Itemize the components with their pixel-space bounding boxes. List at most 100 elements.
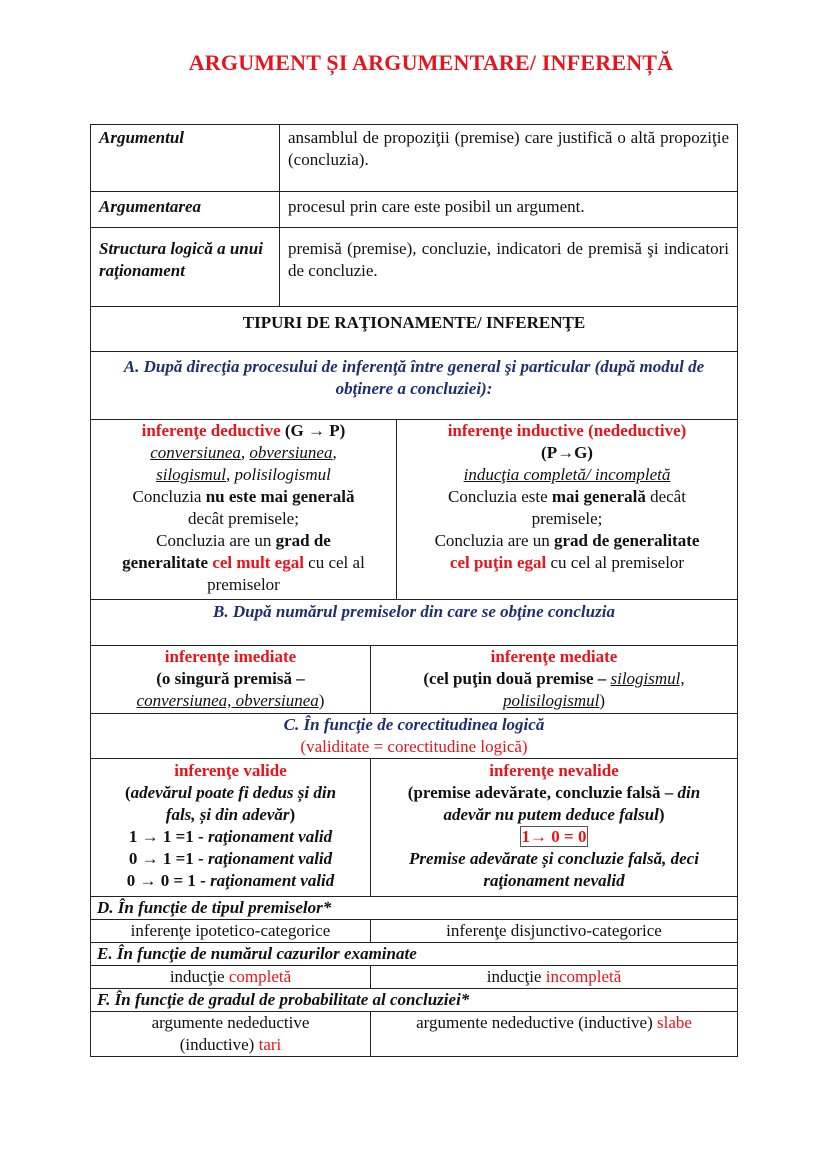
text-line: inferenţe mediate: [371, 646, 737, 668]
text-run: ,: [240, 443, 250, 462]
section-a-heading-row: A. După direcţia procesului de inferenţă…: [91, 351, 737, 419]
text-run: adevăr nu putem deduce falsul: [443, 805, 659, 824]
text-run: inducţie: [486, 967, 546, 986]
text-line: premiselor: [91, 574, 396, 596]
section-c-content-row: inferenţe valide (adevărul poate fi dedus…: [91, 758, 737, 896]
text-run: generalitate: [122, 553, 213, 572]
text-line: (o singură premisă –: [91, 668, 370, 690]
text-run: inferenţe valide: [174, 761, 287, 780]
text-run: Concluzia are un: [156, 531, 276, 550]
text-run: incompletă: [545, 967, 622, 986]
text-run: decât premisele;: [188, 509, 299, 528]
text-run: inferenţe inductive (nedeductive): [447, 421, 687, 440]
text-line: Concluzia are un grad de: [91, 530, 396, 552]
section-a-heading: A. După direcţia procesului de inferenţă…: [123, 357, 705, 398]
section-f-content-row: argumente nedeductive (inductive) tari ar…: [91, 1011, 737, 1056]
section-b-heading: B. După numărul premiselor din care se o…: [213, 602, 615, 621]
text-line: Concluzia este mai generală decât: [397, 486, 737, 508]
text-line: cel puţin egal cu cel al premiselor: [397, 552, 737, 574]
section-c-heading: C. În funcţie de corectitudinea logică: [283, 715, 545, 734]
text-run: Premise adevărate și concluzie falsă, de…: [409, 849, 699, 868]
strong-arguments-cell: argumente nedeductive (inductive) tari: [91, 1012, 370, 1056]
text-run: cu cel al premiselor: [546, 553, 685, 572]
text-line: (cel puţin două premise – silogismul,: [371, 668, 737, 690]
text-run: raţionament nevalid: [483, 871, 625, 890]
page-title: ARGUMENT ȘI ARGUMENTARE/ INFERENȚĂ: [188, 50, 674, 75]
text-run: inferenţe nevalide: [489, 761, 619, 780]
section-e-content-row: inducţie completă inducţie incompletă: [91, 965, 737, 988]
text-line: raţionament nevalid: [371, 870, 737, 892]
text-run: grad de: [275, 531, 331, 550]
text-run: , polisilogismul: [226, 465, 331, 484]
text-run: (premise adevărate, concluzie falsă –: [407, 783, 678, 802]
text-line: inferenţe imediate: [91, 646, 370, 668]
text-line: (P→G): [397, 442, 737, 464]
text-line: inducţie incompletă: [371, 966, 737, 988]
text-line: fals, și din adevăr): [91, 804, 370, 826]
disjunctive-cell: inferenţe disjunctivo-categorice: [370, 920, 737, 942]
text-line: inferenţe inductive (nedeductive): [397, 420, 737, 442]
incomplete-induction-cell: inducţie incompletă: [370, 966, 737, 988]
invalid-cell: inferenţe nevalide (premise adevărate, co…: [370, 759, 737, 896]
text-run: ): [658, 805, 665, 824]
text-line: polisilogismul): [371, 690, 737, 712]
types-heading: TIPURI DE RAŢIONAMENTE/ INFERENŢE: [242, 313, 586, 332]
text-line: inferenţe valide: [91, 760, 370, 782]
text-run: conversiunea: [150, 443, 241, 462]
argument-table: Argumentul ansamblul de propoziţii (prem…: [90, 124, 738, 1057]
text-run: (: [124, 783, 131, 802]
text-run: silogismul: [156, 465, 227, 484]
text-run: ): [289, 805, 296, 824]
mediate-cell: inferenţe mediate (cel puţin două premise…: [370, 646, 737, 713]
definition-row: Argumentul ansamblul de propoziţii (prem…: [91, 125, 737, 191]
text-run: conversiunea, obversiunea: [136, 691, 319, 710]
text-line: argumente nedeductive (inductive) slabe: [371, 1012, 737, 1034]
complete-induction-cell: inducţie completă: [91, 966, 370, 988]
text-run: (P→G): [541, 443, 593, 462]
text-run: inferenţe ipotetico-categorice: [130, 921, 331, 940]
section-c-heading-row: C. În funcţie de corectitudinea logică (…: [91, 713, 737, 758]
text-run: premisele;: [531, 509, 603, 528]
weak-arguments-cell: argumente nedeductive (inductive) slabe: [370, 1012, 737, 1056]
text-run: inferenţe imediate: [164, 647, 297, 666]
section-e-heading-row: E. În funcţie de numărul cazurilor exami…: [91, 942, 737, 965]
text-run: completă: [228, 967, 292, 986]
text-run: 0 → 0 = 1 -: [126, 871, 211, 890]
section-d-heading-row: D. În funcţie de tipul premiselor*: [91, 896, 737, 919]
section-d-content-row: inferenţe ipotetico-categorice inferenţe…: [91, 919, 737, 942]
text-line: (adevărul poate fi dedus și din: [91, 782, 370, 804]
text-line: argumente nedeductive: [91, 1012, 370, 1034]
text-run: ): [599, 691, 606, 710]
term-cell: Argumentarea: [99, 197, 202, 216]
text-run: argumente nedeductive (inductive): [416, 1013, 657, 1032]
text-line: adevăr nu putem deduce falsul): [371, 804, 737, 826]
text-run: obversiunea: [249, 443, 333, 462]
text-run: Concluzia are un: [434, 531, 555, 550]
text-run: (G → P): [284, 421, 346, 440]
text-line: 1→ 0 = 0: [371, 826, 737, 848]
text-run: Concluzia: [132, 487, 206, 506]
text-line: Concluzia nu este mai generală: [91, 486, 396, 508]
text-run: ,: [332, 443, 337, 462]
inductive-cell: inferenţe inductive (nedeductive) (P→G) in…: [396, 420, 737, 599]
section-e-heading: E. În funcţie de numărul cazurilor exami…: [97, 944, 417, 963]
definition-cell: premisă (premise), concluzie, indicatori…: [279, 228, 737, 306]
text-run: inducţia completă/ incompletă: [463, 465, 671, 484]
text-run: nu este mai generală: [205, 487, 355, 506]
text-line: inferenţe deductive (G → P): [91, 420, 396, 442]
text-run: fals, și din adevăr: [165, 805, 290, 824]
definition-row: Structura logică a unui raţionament prem…: [91, 227, 737, 306]
section-c-heading-cell: C. În funcţie de corectitudinea logică (…: [91, 714, 737, 758]
types-heading-row: TIPURI DE RAŢIONAMENTE/ INFERENŢE: [91, 306, 737, 351]
text-line: 0 → 1 =1 - raţionament valid: [91, 848, 370, 870]
immediate-cell: inferenţe imediate (o singură premisă – co…: [91, 646, 370, 713]
text-line: premisele;: [397, 508, 737, 530]
text-run: adevărul poate fi dedus și din: [130, 783, 337, 802]
definition-row: Argumentarea procesul prin care este pos…: [91, 191, 737, 227]
text-run: premiselor: [207, 575, 280, 594]
text-run: inducţie: [169, 967, 229, 986]
text-line: 0 → 0 = 1 - raţionament valid: [91, 870, 370, 892]
section-f-heading-row: F. În funcţie de gradul de probabilitate…: [91, 988, 737, 1011]
section-c-subheading: (validitate = corectitudine logică): [300, 737, 528, 756]
text-line: inducţie completă: [91, 966, 370, 988]
